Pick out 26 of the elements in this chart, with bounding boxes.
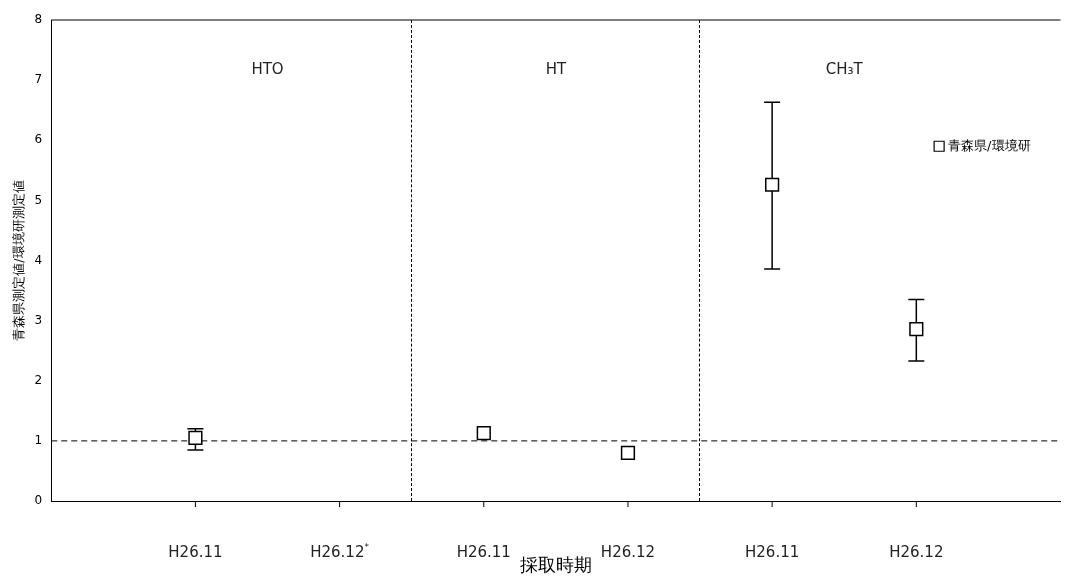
x-tick-label: H26.12 [600,543,656,561]
y-tick-label: 0 [34,493,43,508]
point [909,321,924,337]
point [476,425,491,441]
legend-label: 青森県/環境研 [948,137,1031,153]
point [188,430,203,445]
y-tick-label: 8 [34,12,43,27]
x-tick-label: H26.12 [889,543,944,561]
point [620,445,636,461]
annotation: CH₃T [825,60,864,79]
x-tick-label: H26.11 [168,543,223,561]
y-tick-label: 4 [34,252,43,267]
x-tick-label: H26.11 [745,543,800,561]
annotation: HT [545,60,567,79]
point [765,177,780,192]
y-tick-label: 6 [34,132,43,147]
y-tick-label: 2 [34,372,43,387]
y-tick-label: 3 [34,312,43,327]
y-axis-title: 青森県測定値/環境研測定値 [11,180,27,341]
annotation: HTO [251,60,284,79]
x-tick-label: H26.12* [310,542,370,561]
x-axis-title: 採取時期 [519,553,592,575]
y-tick-label: 7 [34,72,43,87]
x-tick-label: H26.11 [456,543,511,561]
y-tick-label: 5 [34,192,43,207]
y-tick-label: 1 [34,433,43,447]
